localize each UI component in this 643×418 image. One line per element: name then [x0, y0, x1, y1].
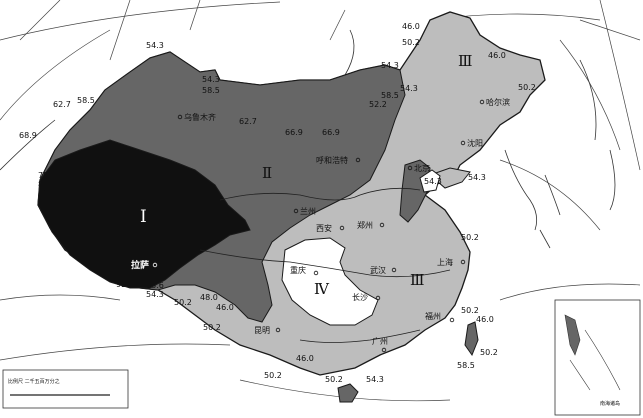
value-label: 54.3 — [146, 41, 164, 50]
value-label: 58.5 — [202, 86, 220, 95]
city-name: 上海 — [437, 257, 453, 267]
city-name: 昆明 — [254, 326, 270, 335]
value-label: 54.3 — [381, 61, 399, 70]
city-labels: 乌鲁木齐 哈尔滨 沈阳 呼和浩特 北京 兰州 西安 郑州 上海 重庆 武汉 拉萨… — [128, 97, 510, 353]
lhasa-label-bg — [128, 258, 156, 270]
zone-1-region — [37, 139, 251, 289]
city-marker — [177, 114, 183, 120]
value-label: 62.7 — [239, 117, 257, 126]
value-label: 46.0 — [296, 354, 314, 363]
city-marker — [460, 259, 466, 265]
city-marker — [449, 317, 455, 323]
value-label: 68.9 — [19, 131, 37, 140]
inset-lines — [569, 329, 621, 391]
value-label: 54.3 — [400, 84, 418, 93]
value-label: 50.2 — [264, 371, 282, 380]
city-name: 福州 — [425, 312, 441, 321]
value-label: 50.2 — [174, 298, 192, 307]
value-label: 75.2 — [38, 171, 56, 180]
city-name: 郑州 — [357, 220, 373, 230]
hainan-island — [337, 383, 359, 403]
city-name: 重庆 — [290, 265, 306, 275]
taiwan-island — [464, 321, 479, 357]
value-label: 58.5 — [77, 96, 95, 105]
zone-label-4: Ⅳ — [314, 280, 330, 298]
value-label: 66.9 — [322, 128, 340, 137]
city-name: 广州 — [372, 336, 388, 346]
value-label: 58.5 — [457, 361, 475, 370]
value-label: 83.6 — [146, 281, 164, 290]
inset-text: 南海诸岛 — [600, 400, 620, 407]
zone-label-2: Ⅱ — [262, 164, 272, 182]
city-marker — [152, 262, 158, 268]
value-label: 50.2 — [518, 83, 536, 92]
value-label: 46.0 — [488, 51, 506, 60]
value-label: 66.9 — [285, 128, 303, 137]
city-name: 呼和浩特 — [316, 155, 348, 165]
city-marker — [355, 157, 361, 163]
shandong-peninsula — [429, 167, 471, 189]
city-marker — [275, 327, 281, 333]
city-marker — [479, 99, 485, 105]
value-label: 50.2 — [461, 306, 479, 315]
city-name: 乌鲁木齐 — [184, 112, 216, 122]
value-label: 54.3 — [468, 173, 486, 182]
neighbour-borders — [0, 29, 616, 249]
value-label: 54.3 — [202, 75, 220, 84]
value-label: 62.7 — [53, 100, 71, 109]
city-name: 兰州 — [300, 206, 316, 216]
city-marker — [391, 267, 397, 273]
bohai-sea — [419, 169, 441, 193]
value-label: 54.3 — [424, 177, 442, 186]
value-label: 46.0 — [476, 315, 494, 324]
city-marker — [407, 165, 413, 171]
value-label: 50.2 — [461, 233, 479, 242]
wind-value-labels: 54.3 54.3 58.5 62.7 58.5 68.9 75.2 83.6 … — [19, 22, 536, 384]
value-label: 58.5 — [381, 91, 399, 100]
city-marker — [375, 295, 381, 301]
city-name: 西安 — [316, 223, 332, 233]
city-marker — [339, 225, 345, 231]
city-marker — [381, 347, 387, 353]
value-label: 48.0 — [200, 293, 218, 302]
value-label: 54.3 — [366, 375, 384, 384]
city-name: 北京 — [414, 163, 430, 173]
city-name: 拉萨 — [131, 259, 149, 271]
zone-2-northeast-arm — [399, 159, 431, 223]
city-marker — [460, 140, 466, 146]
scale-text: 比例尺 二千五百万分之 — [8, 378, 60, 385]
value-label: 50.2 — [325, 375, 343, 384]
zone-label-3-north: Ⅲ — [458, 52, 472, 70]
value-label: 54.3 — [146, 290, 164, 299]
value-label: 50.2 — [203, 323, 221, 332]
value-label: 50.2 — [480, 348, 498, 357]
city-name: 哈尔滨 — [486, 97, 510, 107]
city-marker — [293, 208, 299, 214]
rivers — [199, 187, 451, 343]
value-label: 52.2 — [369, 100, 387, 109]
value-label: 83.6 — [38, 180, 56, 189]
city-name: 武汉 — [370, 265, 386, 275]
scale-box — [2, 369, 129, 409]
zone-label-1: Ⅰ — [140, 207, 147, 227]
inset-land — [564, 314, 581, 356]
city-marker — [313, 270, 319, 276]
value-label: 92.0 — [116, 280, 134, 289]
city-name: 长沙 — [352, 292, 368, 302]
zone-label-3-south: Ⅲ — [410, 271, 424, 289]
value-label: 46.0 — [216, 303, 234, 312]
value-label: 50.2 — [402, 38, 420, 47]
value-label: 92.0 — [38, 189, 56, 198]
city-name: 沈阳 — [467, 138, 483, 148]
value-label: 46.0 — [402, 22, 420, 31]
city-marker — [379, 222, 385, 228]
